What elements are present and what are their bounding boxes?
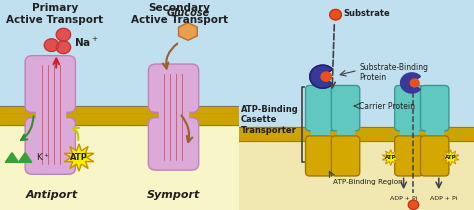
Polygon shape xyxy=(18,153,32,162)
FancyBboxPatch shape xyxy=(148,64,199,112)
Circle shape xyxy=(56,41,71,54)
Text: Glucose: Glucose xyxy=(166,8,210,18)
Text: ATP-Binding Region: ATP-Binding Region xyxy=(333,179,403,185)
FancyBboxPatch shape xyxy=(148,118,199,170)
Circle shape xyxy=(321,72,331,81)
Text: ADP + Pi: ADP + Pi xyxy=(430,196,457,201)
Text: Substrate: Substrate xyxy=(344,9,391,18)
Polygon shape xyxy=(382,150,399,165)
Circle shape xyxy=(44,39,59,51)
Circle shape xyxy=(410,79,419,87)
Text: ATP-Binding
Casette
Transporter: ATP-Binding Casette Transporter xyxy=(240,105,298,135)
Circle shape xyxy=(56,28,71,41)
Text: Antiport: Antiport xyxy=(25,190,78,201)
Text: Secondary
Active Transport: Secondary Active Transport xyxy=(131,3,228,25)
Text: Carrier Protein: Carrier Protein xyxy=(359,102,415,110)
Polygon shape xyxy=(442,150,459,165)
Polygon shape xyxy=(179,23,197,40)
Text: ATP: ATP xyxy=(445,155,456,160)
Text: Substrate-Binding
Protein: Substrate-Binding Protein xyxy=(359,63,428,82)
FancyBboxPatch shape xyxy=(395,136,423,176)
Text: Na$^+$: Na$^+$ xyxy=(74,35,99,49)
Text: ATP: ATP xyxy=(385,155,397,160)
Bar xyxy=(311,126,328,141)
Bar xyxy=(239,127,474,141)
Bar xyxy=(239,128,474,210)
Polygon shape xyxy=(5,153,18,162)
FancyBboxPatch shape xyxy=(306,85,334,131)
Bar xyxy=(159,105,188,125)
FancyBboxPatch shape xyxy=(420,85,449,131)
FancyBboxPatch shape xyxy=(25,56,75,112)
FancyBboxPatch shape xyxy=(306,136,334,176)
FancyBboxPatch shape xyxy=(331,136,360,176)
Text: Symport: Symport xyxy=(147,190,200,201)
Text: K$^+$: K$^+$ xyxy=(36,152,50,163)
Polygon shape xyxy=(64,144,94,171)
Bar xyxy=(426,126,444,141)
Text: ADP + Pi: ADP + Pi xyxy=(390,196,417,201)
Bar xyxy=(0,0,239,113)
Wedge shape xyxy=(401,73,420,93)
FancyBboxPatch shape xyxy=(395,85,423,131)
Bar xyxy=(400,126,418,141)
FancyBboxPatch shape xyxy=(420,136,449,176)
Bar xyxy=(0,113,239,210)
Circle shape xyxy=(408,200,419,209)
Bar xyxy=(239,0,474,128)
Bar xyxy=(0,106,239,125)
Bar xyxy=(36,105,64,125)
FancyBboxPatch shape xyxy=(25,118,75,174)
Text: Primary
Active Transport: Primary Active Transport xyxy=(7,3,104,25)
Circle shape xyxy=(330,9,341,20)
Bar xyxy=(337,126,355,141)
Wedge shape xyxy=(310,65,333,88)
Text: ATP: ATP xyxy=(70,153,88,162)
FancyBboxPatch shape xyxy=(331,85,360,131)
